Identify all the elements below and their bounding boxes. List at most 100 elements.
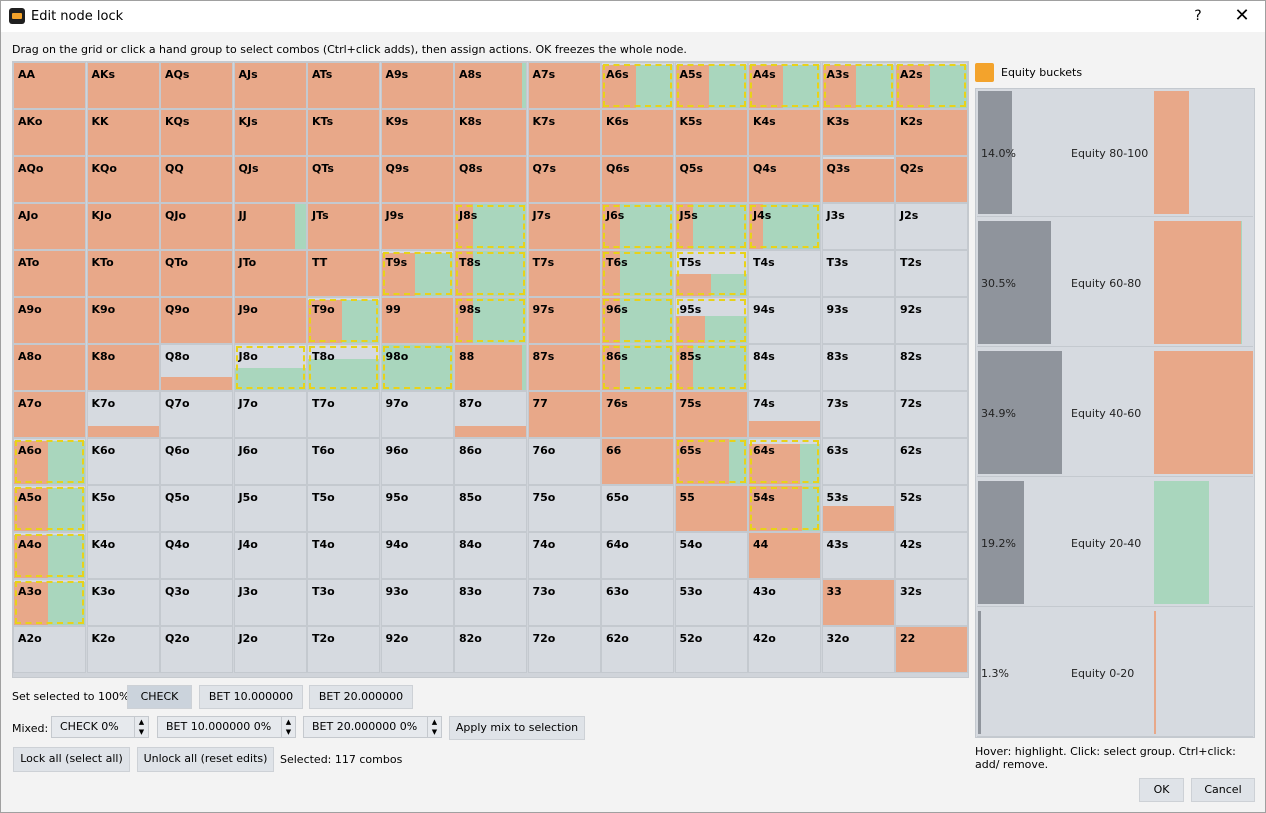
hand-cell-74o[interactable]: 74o [527, 532, 601, 579]
hand-cell-QQ[interactable]: QQ [160, 156, 233, 203]
hand-cell-A7s[interactable]: A7s [527, 62, 601, 109]
hand-cell-63s[interactable]: 63s [821, 438, 895, 485]
hand-cell-92s[interactable]: 92s [895, 297, 968, 344]
hand-cell-K2s[interactable]: K2s [895, 109, 968, 156]
hand-cell-J9o[interactable]: J9o [233, 297, 307, 344]
hand-cell-72o[interactable]: 72o [527, 626, 601, 673]
hand-cell-96o[interactable]: 96o [380, 438, 454, 485]
hand-cell-KJo[interactable]: KJo [86, 203, 160, 250]
hand-cell-A3o[interactable]: A3o [13, 579, 86, 626]
hand-cell-QTo[interactable]: QTo [160, 250, 233, 297]
hand-cell-32o[interactable]: 32o [821, 626, 895, 673]
hand-cell-ATs[interactable]: ATs [307, 62, 380, 109]
hand-cell-Q9s[interactable]: Q9s [380, 156, 454, 203]
hand-cell-99[interactable]: 99 [380, 297, 454, 344]
hand-cell-QTs[interactable]: QTs [307, 156, 380, 203]
hand-cell-93s[interactable]: 93s [821, 297, 895, 344]
hand-cell-95s[interactable]: 95s [674, 297, 748, 344]
hand-cell-J4s[interactable]: J4s [748, 203, 821, 250]
unlock-all-button[interactable]: Unlock all (reset edits) [137, 747, 274, 772]
hand-cell-AKo[interactable]: AKo [13, 109, 86, 156]
hand-cell-72s[interactable]: 72s [895, 391, 968, 438]
hand-cell-54o[interactable]: 54o [674, 532, 748, 579]
hand-cell-K6s[interactable]: K6s [601, 109, 674, 156]
hand-cell-A4o[interactable]: A4o [13, 532, 86, 579]
hand-cell-88[interactable]: 88 [454, 344, 527, 391]
hand-cell-J6s[interactable]: J6s [601, 203, 674, 250]
hand-cell-AJs[interactable]: AJs [233, 62, 307, 109]
hand-cell-A7o[interactable]: A7o [13, 391, 86, 438]
hand-cell-Q3o[interactable]: Q3o [160, 579, 233, 626]
hand-cell-JTo[interactable]: JTo [233, 250, 307, 297]
hand-cell-52s[interactable]: 52s [895, 485, 968, 532]
hand-cell-K9o[interactable]: K9o [86, 297, 160, 344]
hand-cell-33[interactable]: 33 [821, 579, 895, 626]
hand-cell-65s[interactable]: 65s [674, 438, 748, 485]
cancel-button[interactable]: Cancel [1191, 778, 1255, 802]
hand-cell-K8s[interactable]: K8s [454, 109, 527, 156]
hand-cell-A9o[interactable]: A9o [13, 297, 86, 344]
hand-cell-Q6o[interactable]: Q6o [160, 438, 233, 485]
hand-cell-76s[interactable]: 76s [601, 391, 674, 438]
hand-cell-K9s[interactable]: K9s [380, 109, 454, 156]
equity-bucket[interactable]: 19.2% Equity 20-40 [977, 479, 1253, 607]
hand-cell-K4s[interactable]: K4s [748, 109, 821, 156]
hand-cell-T7s[interactable]: T7s [527, 250, 601, 297]
hand-cell-73s[interactable]: 73s [821, 391, 895, 438]
ok-button[interactable]: OK [1139, 778, 1184, 802]
hand-cell-AA[interactable]: AA [13, 62, 86, 109]
help-button[interactable]: ? [1194, 8, 1202, 24]
hand-cell-T3s[interactable]: T3s [821, 250, 895, 297]
hand-cell-43o[interactable]: 43o [748, 579, 821, 626]
hand-cell-AKs[interactable]: AKs [86, 62, 160, 109]
hand-cell-J3s[interactable]: J3s [821, 203, 895, 250]
hand-cell-Q2s[interactable]: Q2s [895, 156, 968, 203]
hand-cell-86o[interactable]: 86o [454, 438, 527, 485]
hand-cell-62s[interactable]: 62s [895, 438, 968, 485]
hand-cell-A4s[interactable]: A4s [748, 62, 821, 109]
hand-cell-55[interactable]: 55 [674, 485, 748, 532]
hand-cell-74s[interactable]: 74s [748, 391, 821, 438]
hand-cell-T2s[interactable]: T2s [895, 250, 968, 297]
hand-cell-84s[interactable]: 84s [748, 344, 821, 391]
hand-cell-82o[interactable]: 82o [454, 626, 527, 673]
hand-grid[interactable]: AA AKs AQs AJs ATs A9s A8s A7s A6s A5s A4s A3s A2s AK… [12, 61, 969, 678]
hand-cell-43s[interactable]: 43s [821, 532, 895, 579]
hand-cell-Q4o[interactable]: Q4o [160, 532, 233, 579]
hand-cell-J2o[interactable]: J2o [233, 626, 307, 673]
hand-cell-K8o[interactable]: K8o [86, 344, 160, 391]
hand-cell-32s[interactable]: 32s [895, 579, 968, 626]
hand-cell-54s[interactable]: 54s [748, 485, 821, 532]
hand-cell-KTo[interactable]: KTo [86, 250, 160, 297]
hand-cell-J2s[interactable]: J2s [895, 203, 968, 250]
hand-cell-Q7s[interactable]: Q7s [527, 156, 601, 203]
set-bet10-button[interactable]: BET 10.000000 [199, 685, 303, 709]
spin-arrows-icon[interactable]: ▲ ▼ [281, 717, 295, 737]
equity-bucket[interactable]: 1.3% Equity 0-20 [977, 609, 1253, 737]
hand-cell-K3s[interactable]: K3s [821, 109, 895, 156]
hand-cell-A6o[interactable]: A6o [13, 438, 86, 485]
hand-cell-82s[interactable]: 82s [895, 344, 968, 391]
hand-cell-Q6s[interactable]: Q6s [601, 156, 674, 203]
hand-cell-93o[interactable]: 93o [380, 579, 454, 626]
hand-cell-T4o[interactable]: T4o [307, 532, 380, 579]
hand-cell-85s[interactable]: 85s [674, 344, 748, 391]
hand-cell-53o[interactable]: 53o [674, 579, 748, 626]
hand-cell-A2s[interactable]: A2s [895, 62, 968, 109]
hand-cell-T9s[interactable]: T9s [380, 250, 454, 297]
hand-cell-T2o[interactable]: T2o [307, 626, 380, 673]
hand-cell-62o[interactable]: 62o [601, 626, 674, 673]
spin-arrows-icon[interactable]: ▲ ▼ [134, 717, 148, 737]
hand-cell-98o[interactable]: 98o [380, 344, 454, 391]
hand-cell-T7o[interactable]: T7o [307, 391, 380, 438]
hand-cell-A5o[interactable]: A5o [13, 485, 86, 532]
hand-cell-75o[interactable]: 75o [527, 485, 601, 532]
equity-bucket[interactable]: 14.0% Equity 80-100 [977, 89, 1253, 217]
hand-cell-K7o[interactable]: K7o [86, 391, 160, 438]
hand-cell-J6o[interactable]: J6o [233, 438, 307, 485]
hand-cell-KQs[interactable]: KQs [160, 109, 233, 156]
hand-cell-A5s[interactable]: A5s [674, 62, 748, 109]
hand-cell-63o[interactable]: 63o [601, 579, 674, 626]
hand-cell-KTs[interactable]: KTs [307, 109, 380, 156]
hand-cell-T5s[interactable]: T5s [674, 250, 748, 297]
